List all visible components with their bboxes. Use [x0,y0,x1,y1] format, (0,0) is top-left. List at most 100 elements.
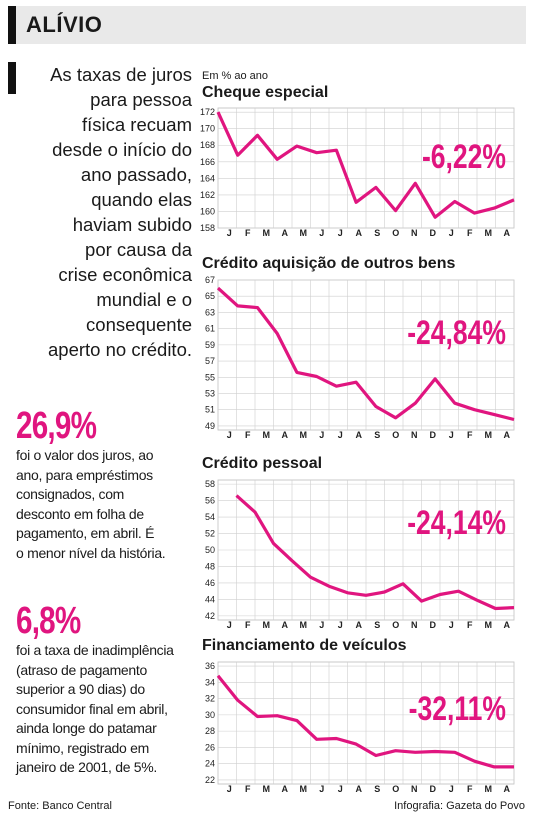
x-tick-label: M [263,620,271,630]
x-tick-label: M [300,228,308,238]
x-tick-label: F [467,228,473,238]
x-tick-label: A [282,430,289,440]
x-tick-label: M [300,430,308,440]
chart-cheque-especial: 158 160 162 164 166 168 170 172 J F M A M J J A S O N D J F M A… [200,107,515,238]
y-tick-label: 168 [200,140,215,150]
chart-title-3: Crédito pessoal [202,455,323,472]
x-tick-label: F [245,784,251,794]
x-tick-label: M [263,430,271,440]
x-tick-label: N [411,784,418,794]
y-tick-label: 55 [205,372,215,382]
unit-label: Em % ao ano [202,70,269,82]
x-tick-label: F [245,430,251,440]
y-tick-label: 158 [200,223,215,233]
y-tick-label: 36 [205,661,215,671]
x-tick-label: F [245,620,251,630]
y-tick-label: 46 [205,578,215,588]
fact2-line: foi a taxa de inadimplência [16,642,174,658]
x-tick-label: M [263,228,271,238]
y-tick-label: 164 [200,173,215,183]
series-line [216,111,515,219]
x-tick-label: N [411,620,418,630]
y-tick-label: 54 [205,512,215,522]
chart-title-4: Financiamento de veículos [202,637,407,654]
fact1-line: desconto em folha de [16,505,144,522]
x-tick-label: J [227,784,232,794]
x-tick-label: J [319,228,324,238]
chart-title-2: Crédito aquisição de outros bens [202,255,456,272]
x-tick-label: D [430,784,437,794]
page-title: ALÍVIO [26,12,103,37]
x-tick-label: A [504,430,511,440]
y-tick-label: 59 [205,340,215,350]
chart-financiamento-veiculos: 22 24 26 28 30 32 34 36 J F M A M J J A S O N D J F M A -32,11% [205,661,515,794]
y-tick-label: 49 [205,421,215,431]
fact2-line: janeiro de 2001, de 5%. [16,759,157,775]
y-tick-label: 50 [205,545,215,555]
fact1-line: ano, para empréstimos [16,466,153,483]
y-tick-label: 26 [205,742,215,752]
fact2-line: ainda longe do patamar [16,720,157,736]
credit-note: Infografia: Gazeta do Povo [394,800,525,812]
x-tick-label: M [485,228,493,238]
x-tick-label: D [430,228,437,238]
y-tick-label: 51 [205,405,215,415]
series-line [235,494,515,611]
intro-line: quando elas [91,189,192,210]
change-label: -24,84% [407,314,506,352]
x-tick-label: O [392,784,399,794]
x-tick-label: A [282,228,289,238]
intro-line: para pessoa [90,89,192,110]
y-tick-label: 56 [205,496,215,506]
y-tick-label: 57 [205,356,215,366]
y-tick-label: 52 [205,529,215,539]
fact2-line: consumidor final em abril, [16,700,168,717]
x-tick-label: J [319,430,324,440]
intro-line: aperto no crédito. [48,339,192,360]
x-tick-label: O [392,430,399,440]
intro-line: desde o início do [52,139,192,160]
x-tick-label: M [485,620,493,630]
source-note: Fonte: Banco Central [8,800,112,812]
x-tick-label: D [430,430,437,440]
x-tick-label: M [263,784,271,794]
intro-line: As taxas de juros [50,64,192,85]
chart-credito-pessoal: 42 44 46 48 50 52 54 56 58 J F M A M J J A S O N D J F M A -24,14… [205,479,515,630]
x-tick-label: J [338,430,343,440]
x-tick-label: A [504,620,511,630]
x-tick-label: F [467,430,473,440]
x-tick-label: A [504,228,511,238]
x-tick-label: J [449,430,454,440]
fact2-line: (atraso de pagamento [16,661,147,678]
x-tick-label: N [411,228,418,238]
intro-text: As taxas de juros para pessoa física recua… [22,62,192,362]
y-tick-label: 34 [205,677,215,687]
fact1-value: 26,9% [16,405,97,447]
x-tick-label: M [485,784,493,794]
header-banner: ALÍVIO [8,6,526,44]
y-tick-label: 42 [205,611,215,621]
y-tick-label: 166 [200,157,215,167]
chart-title-1: Cheque especial [202,84,329,101]
y-tick-label: 44 [205,594,215,604]
change-label: -24,14% [407,504,506,542]
y-tick-label: 53 [205,389,215,399]
fact2-text: foi a taxa de inadimplência (atraso de pa… [16,641,194,778]
y-tick-label: 32 [205,694,215,704]
x-tick-label: J [319,784,324,794]
x-tick-label: J [227,228,232,238]
y-tick-label: 170 [200,124,215,134]
fact2-line: superior a 90 dias) do [16,681,145,697]
y-tick-label: 22 [205,775,215,785]
header-accent-bar [8,6,16,44]
x-tick-label: M [300,784,308,794]
x-tick-label: F [245,228,251,238]
y-tick-label: 48 [205,561,215,571]
fact1-line: foi o valor dos juros, ao [16,447,154,463]
x-tick-label: J [227,620,232,630]
x-tick-label: A [356,784,363,794]
fact1-line: pagamento, em abril. É [16,525,155,541]
x-tick-label: M [300,620,308,630]
y-tick-label: 65 [205,291,215,301]
intro-line: haviam subido [72,214,192,235]
